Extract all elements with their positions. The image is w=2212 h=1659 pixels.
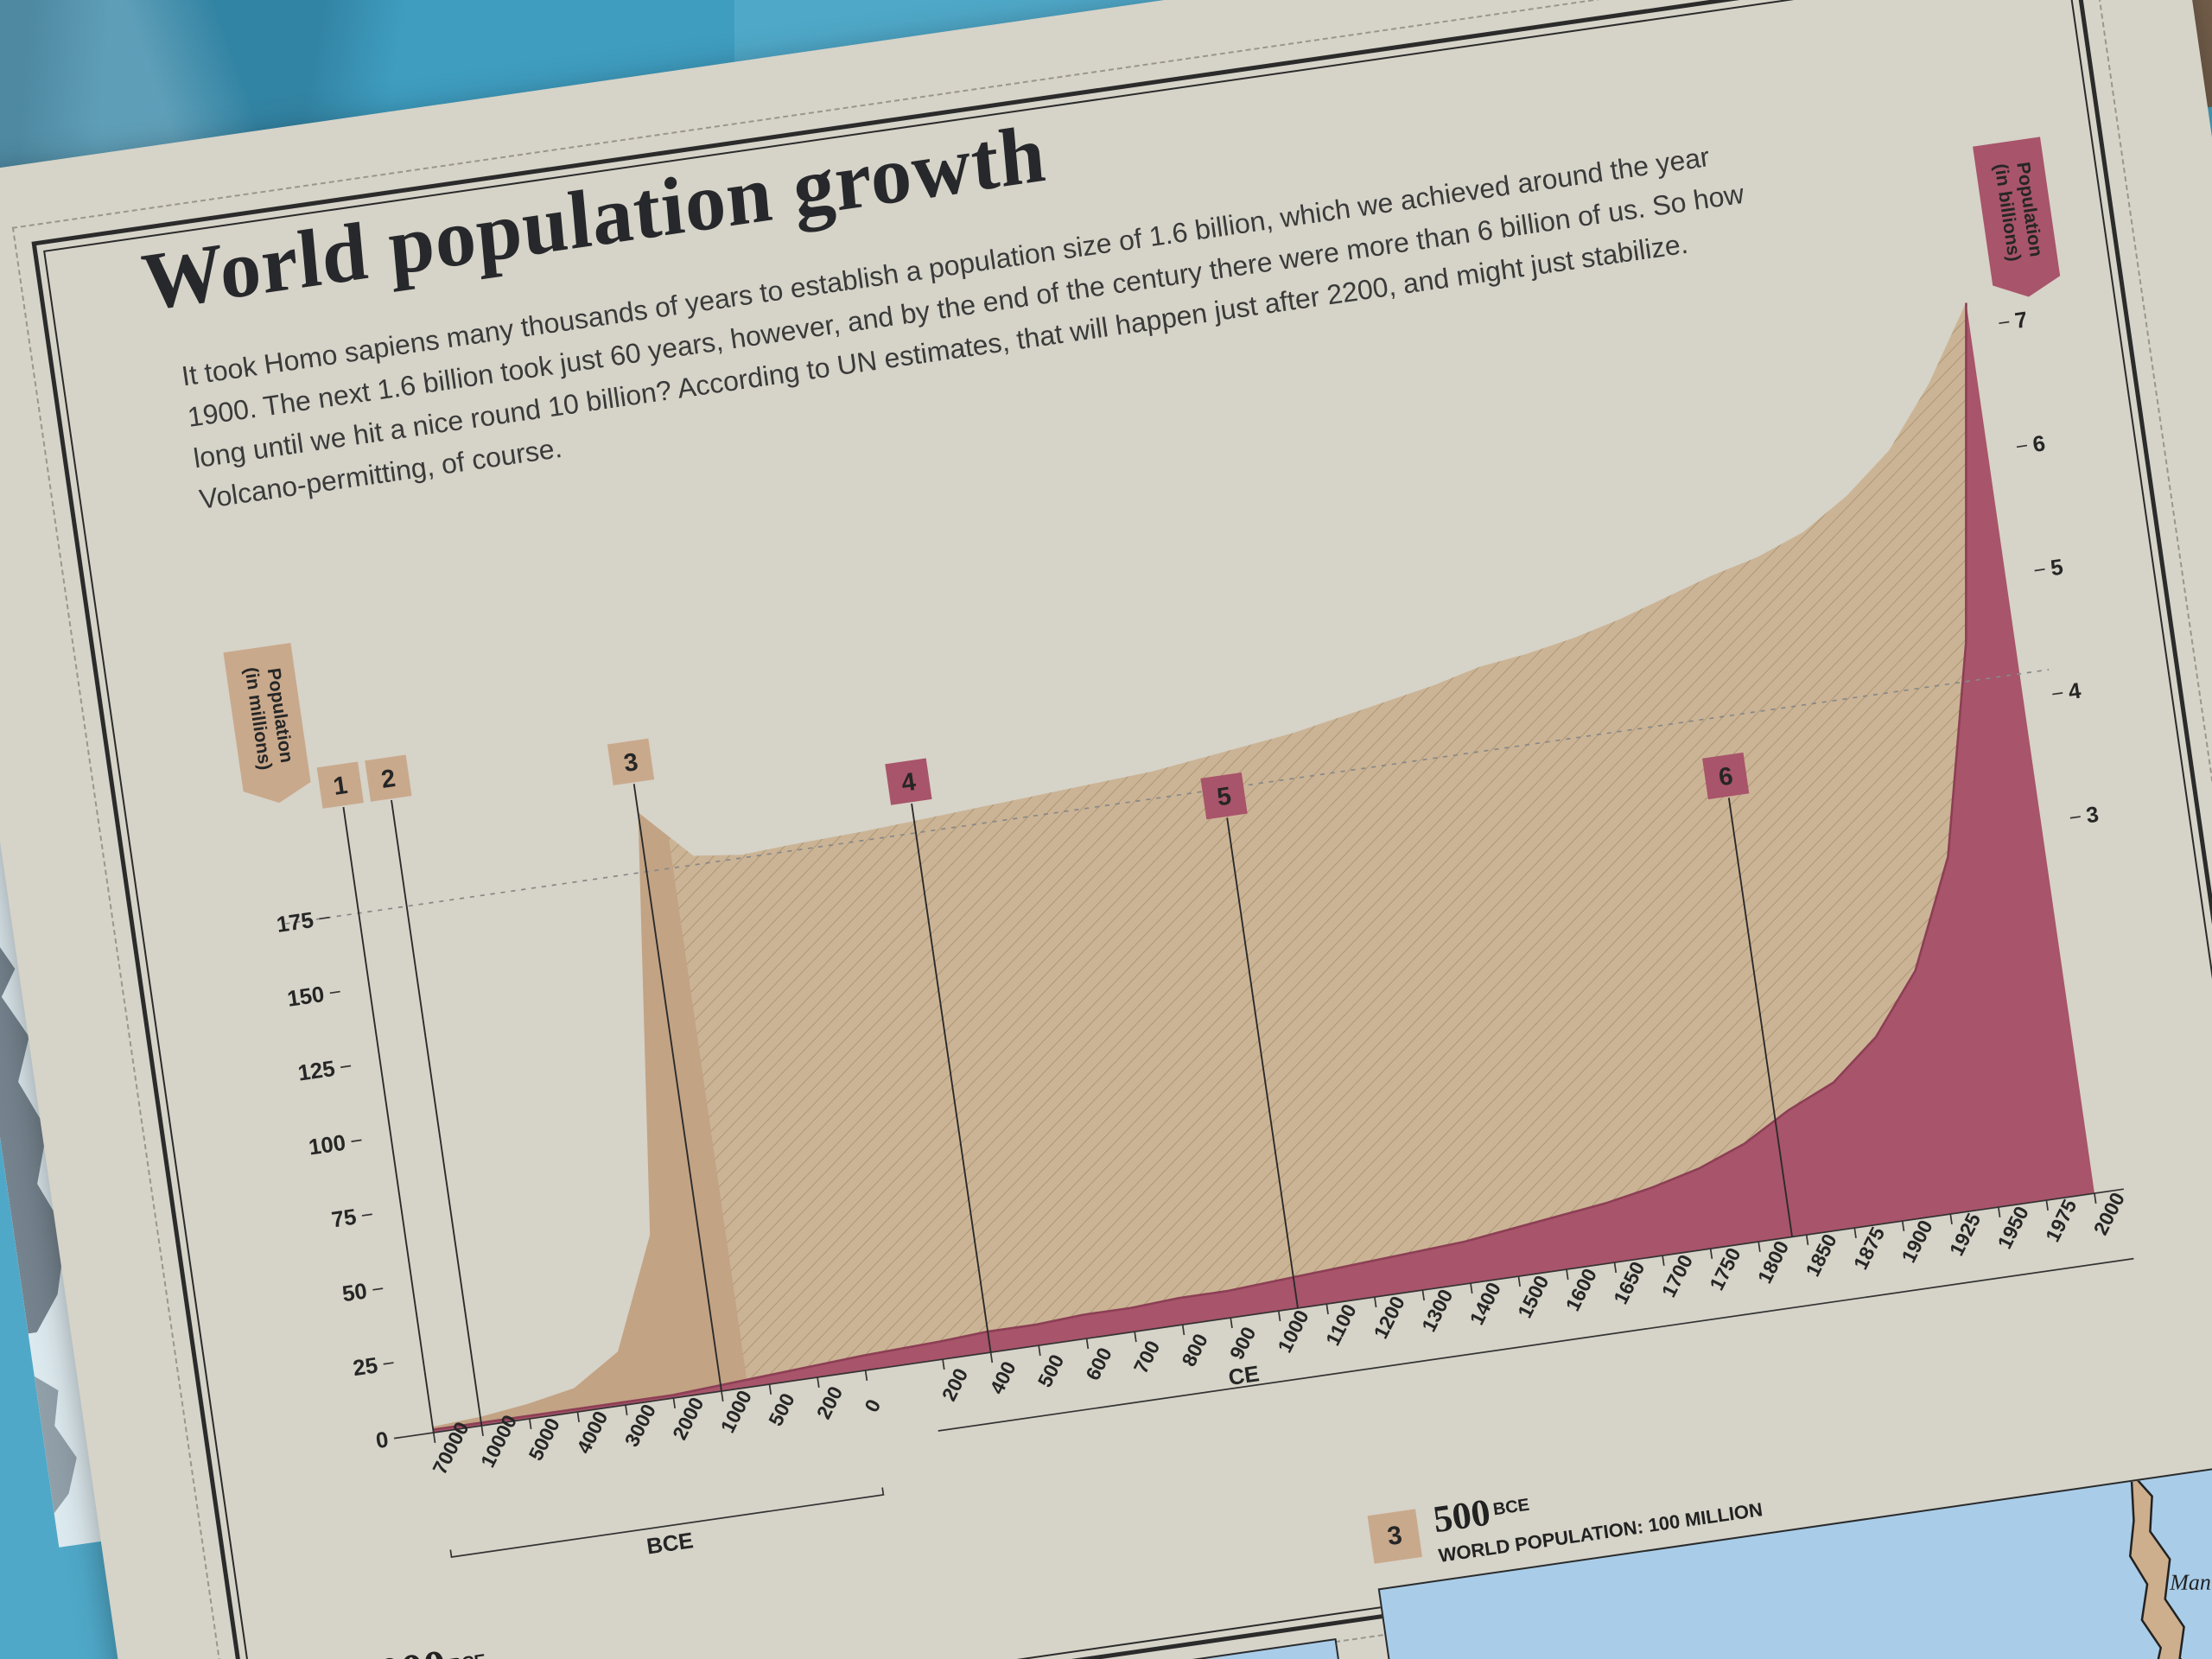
svg-text:400: 400: [985, 1357, 1020, 1397]
svg-text:125: 125: [296, 1057, 336, 1086]
svg-text:800: 800: [1177, 1330, 1212, 1370]
svg-text:50: 50: [340, 1279, 368, 1306]
svg-text:175: 175: [275, 908, 315, 938]
svg-text:100: 100: [307, 1131, 346, 1160]
svg-text:BCE: BCE: [645, 1529, 696, 1559]
svg-text:200: 200: [938, 1364, 973, 1404]
svg-text:600: 600: [1081, 1344, 1116, 1383]
svg-text:500: 500: [1033, 1351, 1069, 1390]
svg-text:700: 700: [1129, 1337, 1165, 1376]
svg-text:7: 7: [2013, 308, 2029, 334]
svg-text:3: 3: [2085, 803, 2101, 829]
svg-text:6: 6: [2031, 431, 2047, 457]
svg-text:4: 4: [2067, 678, 2083, 704]
svg-text:5: 5: [2049, 555, 2064, 581]
svg-text:500: 500: [764, 1389, 799, 1429]
svg-text:200: 200: [812, 1382, 848, 1422]
svg-text:0: 0: [860, 1395, 885, 1415]
svg-text:Manila: Manila: [2169, 1570, 2212, 1595]
svg-text:900: 900: [1225, 1323, 1261, 1363]
svg-text:0: 0: [374, 1427, 390, 1453]
svg-text:150: 150: [286, 982, 326, 1012]
svg-text:25: 25: [352, 1353, 379, 1381]
svg-text:CE: CE: [1227, 1362, 1261, 1390]
svg-text:75: 75: [330, 1205, 358, 1233]
